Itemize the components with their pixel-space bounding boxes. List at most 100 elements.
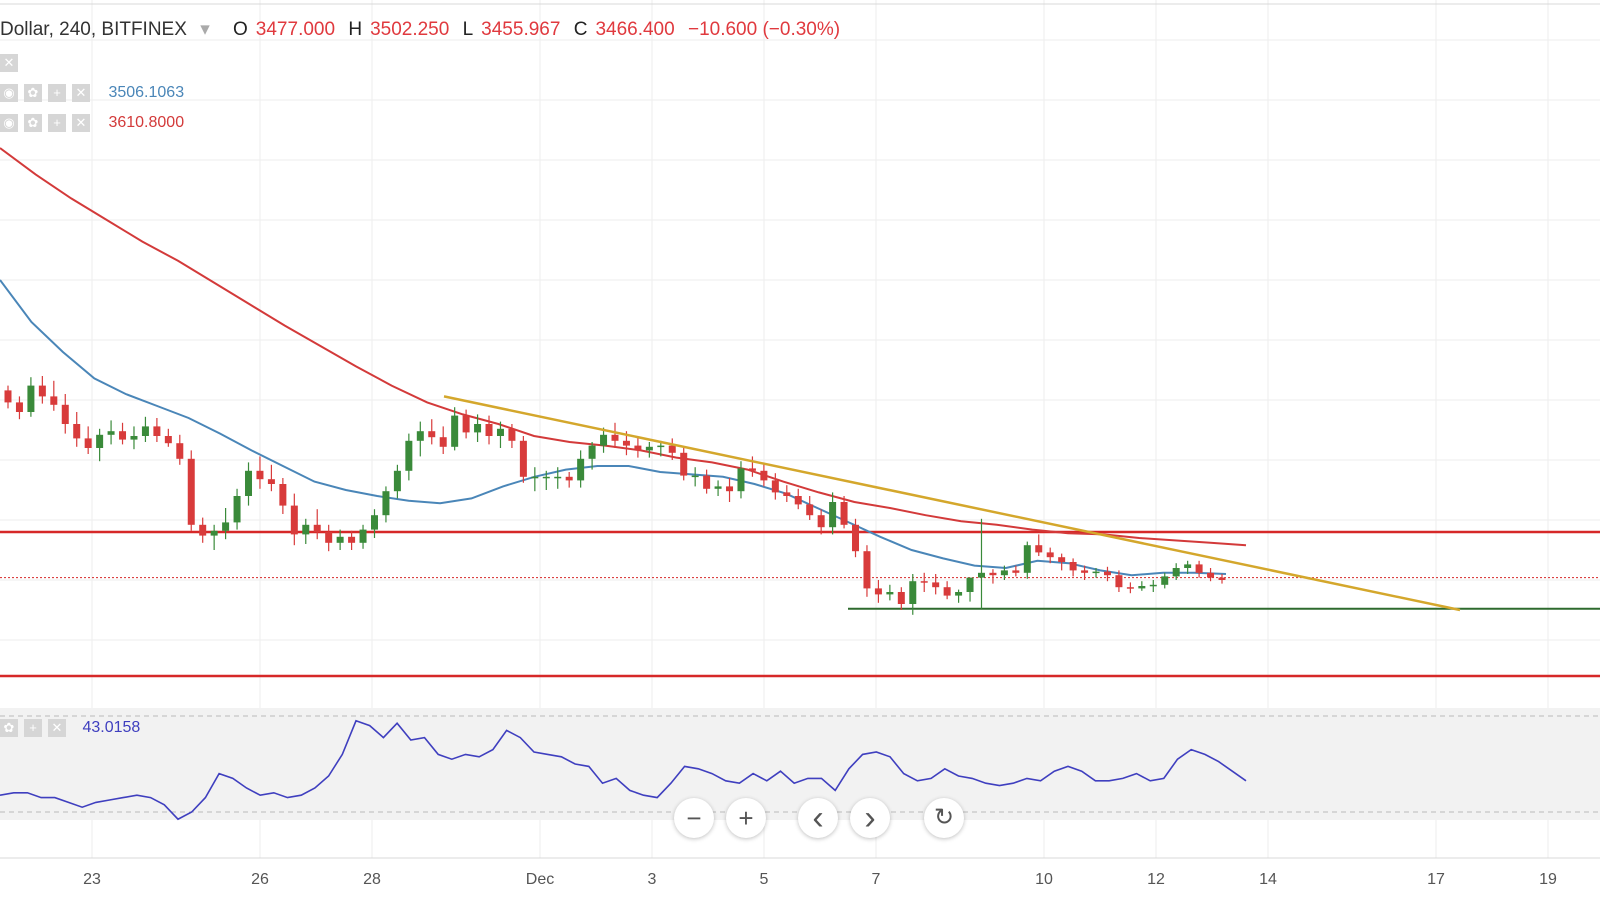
close-icon[interactable]: ✕ (0, 54, 18, 72)
candle (256, 456, 264, 489)
close-icon[interactable]: ✕ (72, 84, 90, 102)
candle (1012, 565, 1020, 577)
candle-body (233, 496, 241, 523)
candle-body (416, 431, 424, 441)
candle-body (977, 572, 985, 578)
candle (462, 409, 470, 439)
candle-body (359, 529, 367, 543)
rsi-legend: ✿ + ✕ 43.0158 (0, 719, 140, 737)
symbol-legend: Dollar, 240, BITFINEX ▾ O 3477.000 H 3502.… (0, 18, 848, 41)
candle (1046, 547, 1054, 564)
x-axis-tick-label: 12 (1147, 871, 1165, 888)
candle (897, 587, 905, 610)
candle-body (611, 434, 619, 441)
plus-icon[interactable]: + (24, 719, 42, 737)
close-icon[interactable]: ✕ (72, 114, 90, 132)
candle-body (485, 424, 493, 436)
candle (1218, 574, 1226, 584)
candle-body (806, 504, 814, 516)
candle (38, 376, 46, 404)
candles (4, 376, 1226, 615)
scroll-left-button[interactable]: ‹ (798, 798, 838, 838)
candle-body (210, 530, 218, 536)
candle-body (760, 470, 768, 481)
candle (313, 509, 321, 540)
plus-icon[interactable]: + (48, 114, 66, 132)
high-value: 3502.250 (370, 19, 450, 40)
candle (1161, 572, 1169, 589)
plus-icon[interactable]: + (48, 84, 66, 102)
candle (600, 427, 608, 453)
x-axis-tick-label: 26 (251, 871, 269, 888)
horizontal-levels[interactable] (0, 530, 1600, 678)
ma-slow-legend: ◉ ✿ + ✕ 3610.8000 (0, 114, 184, 132)
candle-body (153, 426, 161, 436)
candle-body (600, 434, 608, 446)
candle-body (691, 475, 699, 478)
candle (130, 426, 138, 450)
candle (1115, 570, 1123, 592)
candle (703, 469, 711, 494)
candle (1103, 566, 1111, 582)
candle (416, 421, 424, 457)
candle (817, 509, 825, 535)
candle (634, 436, 642, 458)
candle (852, 518, 860, 558)
close-icon[interactable]: ✕ (48, 719, 66, 737)
candle (187, 450, 195, 531)
scroll-right-button[interactable]: › (850, 798, 890, 838)
candle (405, 433, 413, 481)
candle-body (348, 536, 356, 543)
reset-chart-button[interactable]: ↻ (924, 798, 964, 838)
candle (451, 407, 459, 451)
candle (119, 422, 127, 445)
candle-body (462, 415, 470, 433)
symbol-dropdown-icon[interactable]: ▾ (200, 19, 210, 40)
candle-body (1161, 576, 1169, 585)
candle-body (187, 458, 195, 525)
candle-body (370, 515, 378, 530)
series-controls: ✕ (0, 54, 24, 72)
candle (325, 524, 333, 552)
candle (210, 524, 218, 550)
gear-icon[interactable]: ✿ (24, 114, 42, 132)
candle (336, 529, 344, 550)
eye-icon[interactable]: ◉ (0, 84, 18, 102)
candle (932, 574, 940, 595)
candle (829, 492, 837, 535)
ma-slow-line (0, 147, 1247, 547)
candle (943, 581, 951, 600)
candle (199, 517, 207, 543)
gear-icon[interactable]: ✿ (0, 719, 18, 737)
eye-icon[interactable]: ◉ (0, 114, 18, 132)
candle-body (4, 390, 12, 403)
zoom-in-button[interactable]: + (726, 798, 766, 838)
candle-body (748, 468, 756, 471)
candle-body (840, 502, 848, 525)
candle-body (84, 438, 92, 448)
candle (1126, 582, 1134, 594)
candle (279, 478, 287, 514)
x-axis-tick-label: 17 (1427, 871, 1445, 888)
candle-body (1058, 557, 1066, 562)
candle-body (783, 492, 791, 496)
candle (50, 380, 58, 411)
candle (222, 508, 230, 540)
candle (1149, 580, 1157, 592)
zoom-out-button[interactable]: − (674, 798, 714, 838)
gear-icon[interactable]: ✿ (24, 84, 42, 102)
candle-body (15, 402, 23, 412)
candle-body (714, 486, 722, 489)
rsi-value: 43.0158 (82, 719, 141, 737)
ma-fast-value: 3506.1063 (108, 84, 185, 102)
x-axis-tick-label: 5 (760, 871, 769, 888)
candle-body (256, 470, 264, 480)
high-label: H (348, 19, 363, 40)
trendline-layer[interactable] (443, 395, 1461, 612)
candle-body (863, 551, 871, 589)
candle-body (531, 476, 539, 479)
symbol-title[interactable]: Dollar, 240, BITFINEX (0, 19, 187, 40)
candle-body (829, 502, 837, 528)
